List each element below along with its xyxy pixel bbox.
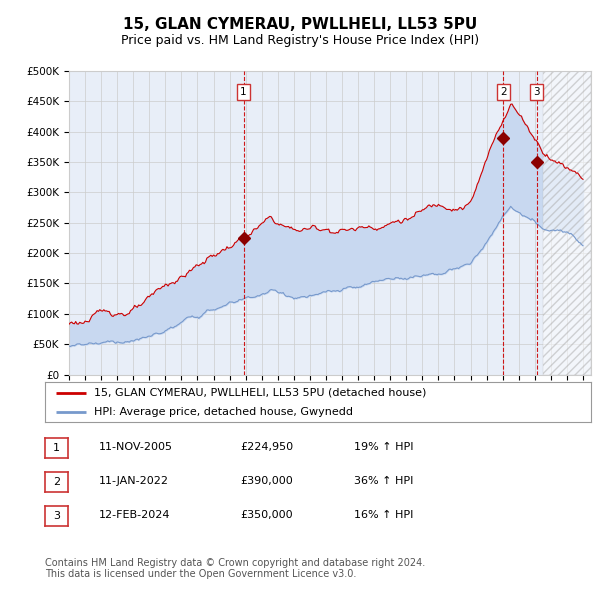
Text: 15, GLAN CYMERAU, PWLLHELI, LL53 5PU (detached house): 15, GLAN CYMERAU, PWLLHELI, LL53 5PU (de…: [94, 388, 427, 398]
Text: Contains HM Land Registry data © Crown copyright and database right 2024.
This d: Contains HM Land Registry data © Crown c…: [45, 558, 425, 579]
Text: 36% ↑ HPI: 36% ↑ HPI: [354, 476, 413, 486]
Text: 12-FEB-2024: 12-FEB-2024: [99, 510, 170, 520]
Text: £390,000: £390,000: [240, 476, 293, 486]
Text: 11-JAN-2022: 11-JAN-2022: [99, 476, 169, 486]
Text: Price paid vs. HM Land Registry's House Price Index (HPI): Price paid vs. HM Land Registry's House …: [121, 34, 479, 47]
Text: 2: 2: [500, 87, 506, 97]
Text: HPI: Average price, detached house, Gwynedd: HPI: Average price, detached house, Gwyn…: [94, 407, 353, 417]
Text: 11-NOV-2005: 11-NOV-2005: [99, 442, 173, 451]
Text: 3: 3: [533, 87, 540, 97]
Text: £224,950: £224,950: [240, 442, 293, 451]
Text: 19% ↑ HPI: 19% ↑ HPI: [354, 442, 413, 451]
Text: 3: 3: [53, 512, 60, 521]
Text: 1: 1: [53, 443, 60, 453]
Text: £350,000: £350,000: [240, 510, 293, 520]
Text: 15, GLAN CYMERAU, PWLLHELI, LL53 5PU: 15, GLAN CYMERAU, PWLLHELI, LL53 5PU: [123, 17, 477, 32]
Text: 16% ↑ HPI: 16% ↑ HPI: [354, 510, 413, 520]
Text: 1: 1: [240, 87, 247, 97]
Text: 2: 2: [53, 477, 60, 487]
